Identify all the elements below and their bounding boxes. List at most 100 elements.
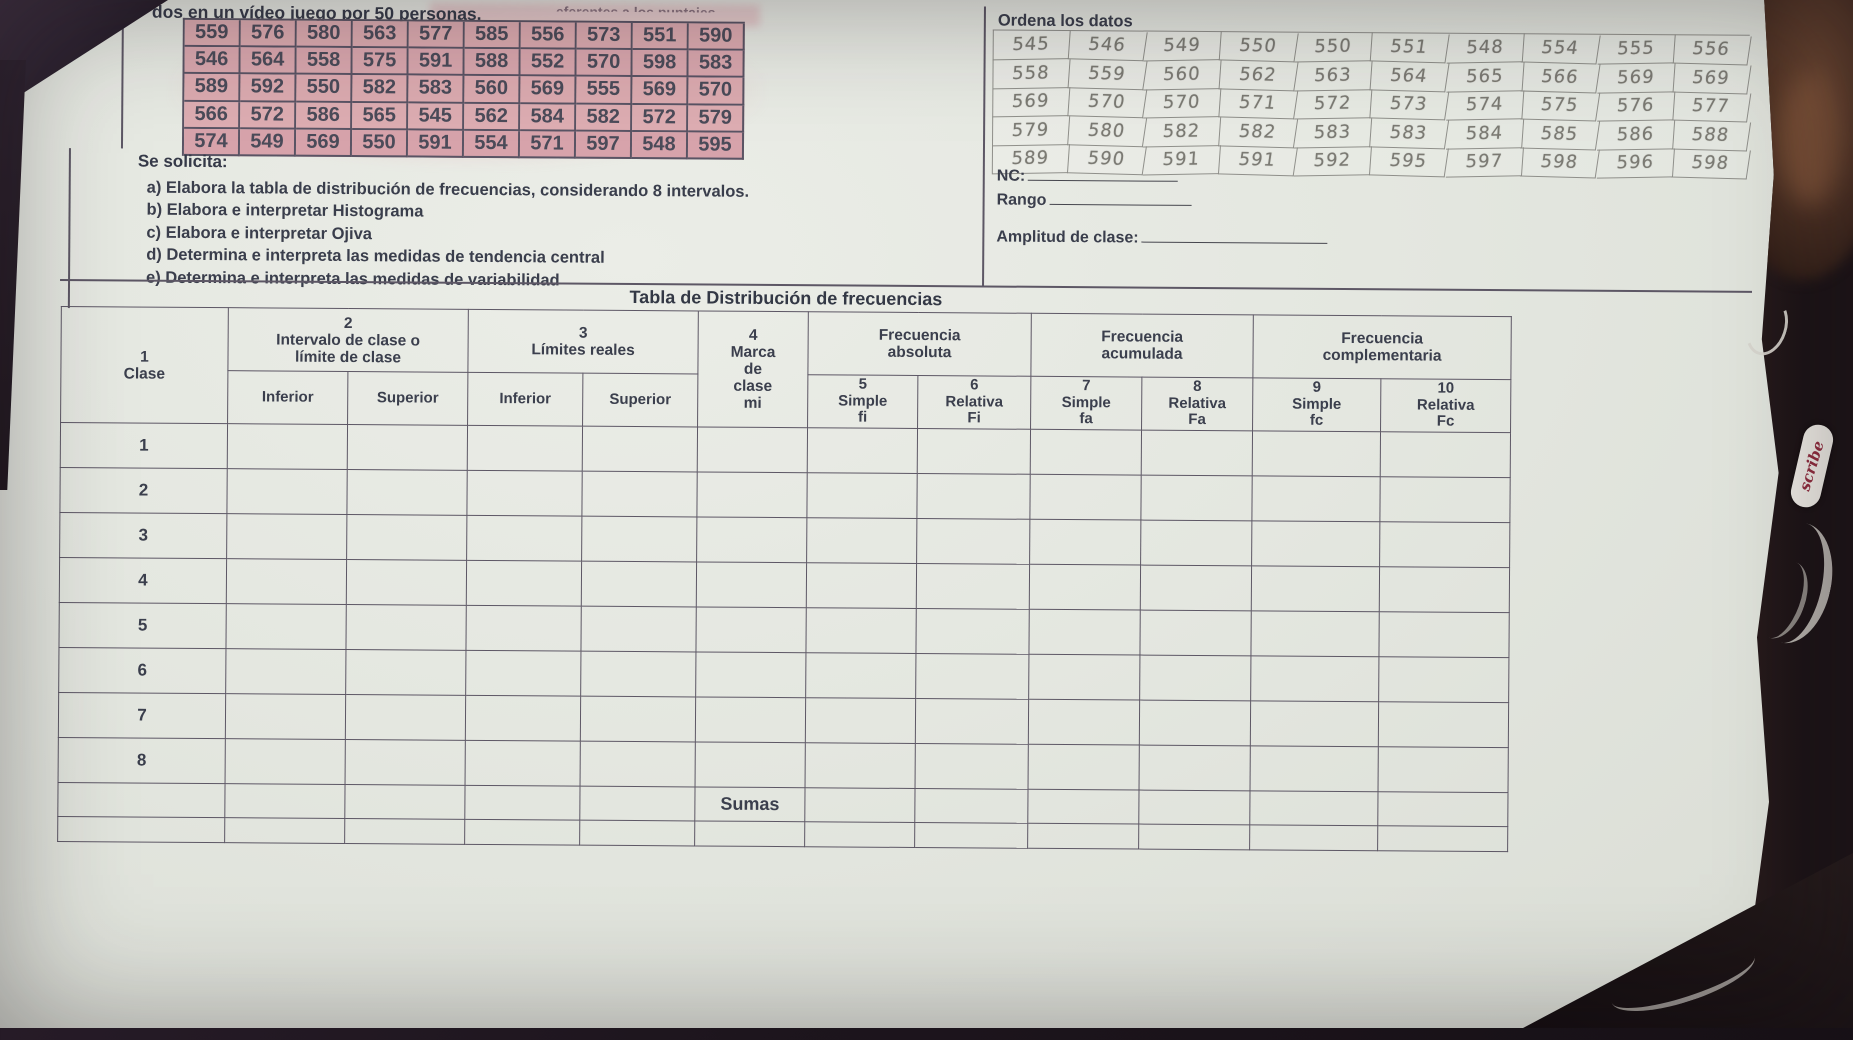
number-cell: 595 <box>687 132 745 160</box>
number-row: 566 572 586 565 545 562 584 582 572 579 <box>184 101 745 133</box>
number-cell: 571 <box>1218 88 1298 120</box>
number-cell: 583 <box>1369 118 1449 149</box>
number-cell: 556 <box>520 22 577 50</box>
number-cell: 590 <box>688 23 745 51</box>
number-cell: 563 <box>352 21 409 49</box>
empty-cell <box>1139 700 1251 746</box>
empty-cell <box>224 783 346 819</box>
empty-cell <box>580 651 696 697</box>
number-cell: 585 <box>464 21 521 50</box>
empty-cell <box>1377 825 1508 852</box>
empty-cell <box>1378 746 1509 793</box>
empty-cell <box>464 785 581 821</box>
empty-cell <box>344 818 465 845</box>
empty-cell <box>465 740 581 787</box>
header-frec-absoluta: Frecuencia absoluta <box>807 311 1032 377</box>
empty-cell <box>581 561 697 607</box>
empty-cell <box>915 743 1029 790</box>
number-cell: 598 <box>632 50 689 78</box>
empty-cell <box>1028 744 1140 791</box>
empty-cell <box>227 423 348 470</box>
empty-cell <box>1379 476 1511 523</box>
empty-cell <box>1378 611 1510 658</box>
empty-cell <box>1251 520 1380 567</box>
nc-blank <box>1028 166 1179 182</box>
empty-cell <box>1027 823 1139 850</box>
header-frec-complementaria: Frecuencia complementaria <box>1252 314 1512 380</box>
rango-line: Rango <box>997 190 1192 211</box>
empty-cell <box>225 603 347 650</box>
subheader-Fa: 8 Relativa Fa <box>1141 377 1253 431</box>
number-cell: 579 <box>688 104 745 133</box>
empty-cell <box>579 786 696 821</box>
number-cell: 592 <box>1294 146 1372 177</box>
number-cell: 582 <box>352 75 409 103</box>
empty-cell <box>1250 700 1379 747</box>
empty-cell <box>1378 656 1509 703</box>
empty-cell <box>916 563 1030 610</box>
empty-cell <box>1139 655 1251 701</box>
number-cell: 569 <box>632 77 689 105</box>
number-cell: 555 <box>1597 34 1676 65</box>
number-cell: 560 <box>464 76 521 104</box>
empty-cell <box>345 694 466 741</box>
header-intervalo: 2 Intervalo de clase o límite de clase <box>227 307 469 373</box>
empty-cell <box>805 607 917 654</box>
raw-scores-table: 559 576 580 563 577 585 556 573 551 590 546 564 558 5… <box>181 17 745 160</box>
empty-cell <box>345 649 466 696</box>
class-number: 6 <box>58 647 226 694</box>
number-cell: 585 <box>1520 119 1600 150</box>
number-cell: 550 <box>1295 32 1373 63</box>
empty-cell <box>1028 609 1141 656</box>
empty-cell <box>1249 824 1378 851</box>
number-cell: 596 <box>1596 148 1675 179</box>
nc-label: NC: <box>996 167 1026 185</box>
header-limites: 3 Límites reales <box>467 309 699 374</box>
number-cell: 577 <box>1671 91 1752 123</box>
number-cell: 574 <box>1445 90 1524 121</box>
number-cell: 582 <box>1217 117 1298 148</box>
number-cell: 569 <box>992 87 1070 118</box>
empty-cell <box>580 696 696 742</box>
header-clase: 1 Clase <box>60 306 229 424</box>
number-cell: 592 <box>240 74 297 103</box>
empty-cell <box>226 468 348 515</box>
empty-cell <box>914 822 1028 849</box>
number-cell: 583 <box>1294 118 1373 148</box>
subheader-intervalo-inferior: Inferior <box>227 370 348 425</box>
header-clase-num: 1 <box>140 348 149 366</box>
empty-cell <box>694 820 805 847</box>
number-cell: 555 <box>576 76 633 105</box>
empty-cell <box>465 695 581 742</box>
number-cell: 597 <box>575 131 633 159</box>
empty-cell <box>1379 521 1510 568</box>
number-cell: 595 <box>1368 146 1449 178</box>
subheader-intervalo-superior: Superior <box>347 371 468 426</box>
number-cell: 575 <box>352 48 409 76</box>
number-cell: 558 <box>296 47 353 76</box>
number-cell: 560 <box>1143 59 1222 90</box>
number-cell: 546 <box>184 47 241 75</box>
subheader-fc: 9 Simple fc <box>1252 377 1381 432</box>
empty-cell <box>1139 745 1251 791</box>
number-cell: 563 <box>1294 60 1373 91</box>
number-cell: 569 <box>1597 62 1675 93</box>
empty-cell <box>346 514 467 561</box>
header-marca: 4 Marca de clase mi <box>697 310 809 428</box>
empty-cell <box>465 605 582 652</box>
sorted-data-grid: 545 546 549 550 550 551 548 554 555 556 558 559 560 5… <box>991 29 1752 180</box>
empty-cell <box>916 473 1031 520</box>
empty-cell <box>225 648 346 695</box>
number-cell: 546 <box>1067 30 1147 61</box>
number-cell: 586 <box>296 102 353 130</box>
empty-cell <box>1379 566 1510 613</box>
class-number: 8 <box>58 737 226 784</box>
number-cell: 569 <box>520 76 577 105</box>
empty-cell <box>225 693 346 740</box>
empty-cell <box>1140 475 1253 521</box>
worksheet-paper: eferentes a los puntajes dos en un vídeo… <box>0 0 1800 1028</box>
header-marca-sym: mi <box>743 394 762 412</box>
number-cell: 545 <box>992 30 1071 61</box>
subheader-limites-superior: Superior <box>582 373 698 427</box>
empty-cell <box>916 518 1030 565</box>
